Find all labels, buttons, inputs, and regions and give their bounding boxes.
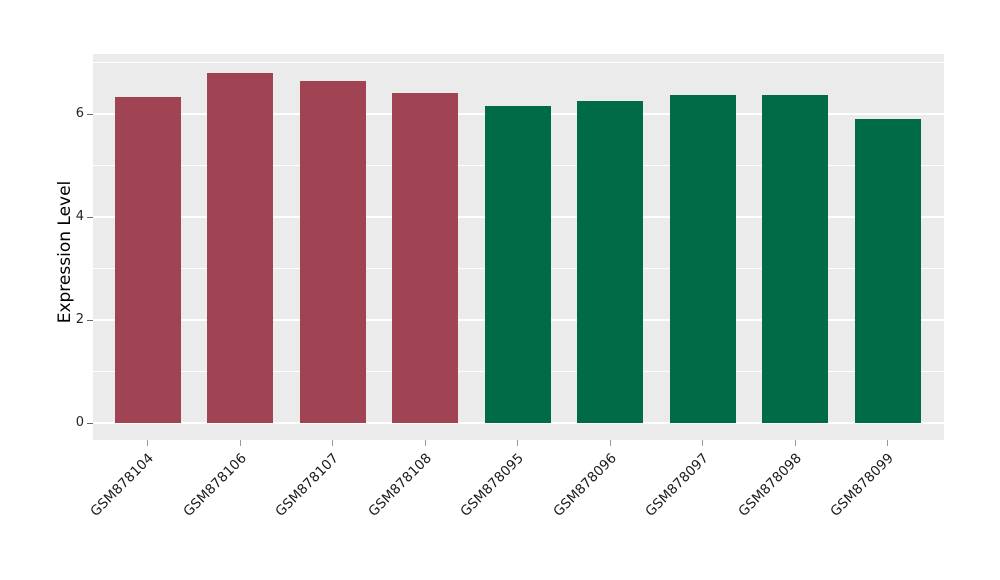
gridline-major	[93, 422, 944, 424]
x-tick-label: GSM878108	[365, 450, 435, 520]
bar-GSM878096	[577, 100, 643, 423]
y-tick-label: 6	[75, 106, 84, 122]
bar-GSM878106	[207, 73, 273, 423]
x-tick-label: GSM878104	[87, 450, 158, 520]
x-tick-label: GSM878107	[272, 450, 343, 520]
x-tick-label: GSM878099	[827, 450, 898, 520]
y-tick-mark	[87, 422, 93, 424]
x-tick-mark	[517, 440, 518, 446]
x-tick-label: GSM878096	[550, 450, 620, 520]
x-tick-mark	[239, 440, 241, 446]
y-tick-label: 2	[75, 312, 84, 328]
bar-GSM878095	[484, 106, 551, 423]
x-tick-mark	[424, 440, 426, 446]
y-tick-mark	[87, 113, 93, 115]
x-tick-mark	[887, 440, 888, 446]
gridline-minor	[93, 62, 944, 64]
x-tick-label: GSM878097	[642, 450, 713, 520]
bar-GSM878098	[762, 95, 828, 423]
plot-area	[93, 54, 944, 440]
x-tick-mark	[609, 440, 611, 446]
x-tick-mark	[794, 440, 796, 446]
x-tick-label: GSM878098	[735, 450, 805, 520]
bar-GSM878099	[854, 119, 921, 423]
x-tick-mark	[147, 440, 148, 446]
x-tick-mark	[332, 440, 333, 446]
y-tick-mark	[87, 216, 93, 218]
bar-GSM878097	[669, 95, 736, 423]
y-tick-label: 0	[75, 415, 84, 430]
bar-GSM878108	[392, 92, 458, 423]
y-tick-mark	[87, 319, 93, 321]
x-tick-label: GSM878095	[457, 450, 528, 520]
x-tick-mark	[702, 440, 703, 446]
y-tick-label: 4	[75, 209, 84, 225]
bar-GSM878107	[299, 80, 366, 423]
x-tick-label: GSM878106	[180, 450, 250, 520]
bar-GSM878104	[114, 96, 181, 423]
y-axis-title: Expression Level	[55, 180, 75, 324]
